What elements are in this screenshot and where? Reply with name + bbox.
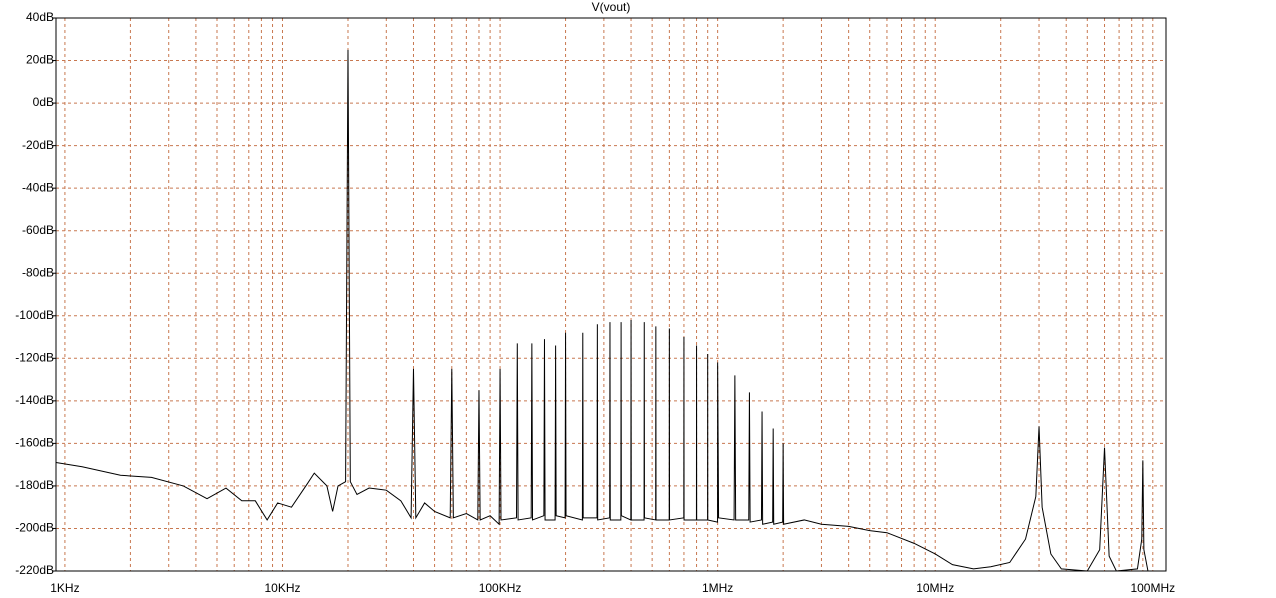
y-tick-label: -40dB [22,180,54,194]
y-tick-label: -100dB [15,308,54,322]
chart-title: V(vout) [592,0,631,14]
y-tick-label: -160dB [15,436,54,450]
y-tick-label: 0dB [33,95,54,109]
x-tick-label: 10KHz [264,581,300,595]
x-tick-label: 10MHz [916,581,954,595]
x-tick-label: 1MHz [702,581,733,595]
y-tick-label: -120dB [15,350,54,364]
x-tick-label: 100MHz [1130,581,1175,595]
y-tick-label: -140dB [15,393,54,407]
spectrum-line [55,49,1166,572]
x-tick-label: 100KHz [479,581,522,595]
y-tick-label: -200dB [15,521,54,535]
y-tick-label: -180dB [15,478,54,492]
y-tick-label: -220dB [15,563,54,577]
y-tick-label: -60dB [22,223,54,237]
y-tick-label: -80dB [22,265,54,279]
y-tick-label: 20dB [26,53,54,67]
y-tick-label: 40dB [26,10,54,24]
x-tick-label: 1KHz [50,581,79,595]
y-tick-label: -20dB [22,138,54,152]
plot-frame [55,17,1167,572]
